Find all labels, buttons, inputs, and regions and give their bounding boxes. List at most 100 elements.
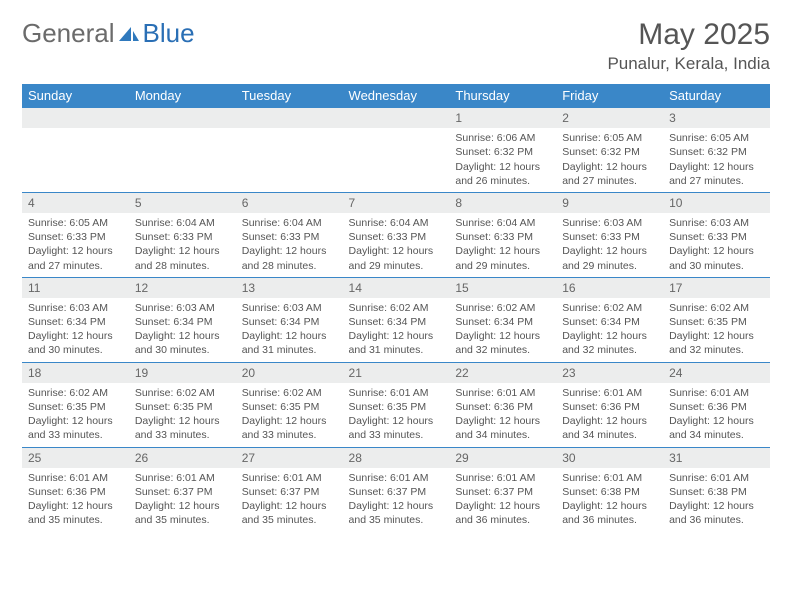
sunset-text: Sunset: 6:33 PM [455,230,550,244]
day-content-cell: Sunrise: 6:01 AMSunset: 6:38 PMDaylight:… [556,468,663,532]
sunset-text: Sunset: 6:34 PM [349,315,444,329]
day-number-cell: 18 [22,362,129,383]
day-content-row: Sunrise: 6:01 AMSunset: 6:36 PMDaylight:… [22,468,770,532]
day-number-cell: 14 [343,277,450,298]
day-number-cell: 2 [556,108,663,129]
sunset-text: Sunset: 6:35 PM [242,400,337,414]
day-number-row: 45678910 [22,192,770,213]
sunrise-text: Sunrise: 6:01 AM [349,386,444,400]
day-number-cell [129,108,236,129]
day-content-cell: Sunrise: 6:04 AMSunset: 6:33 PMDaylight:… [236,213,343,277]
sunrise-text: Sunrise: 6:01 AM [562,471,657,485]
day-number-row: 11121314151617 [22,277,770,298]
day-content-cell: Sunrise: 6:02 AMSunset: 6:35 PMDaylight:… [129,383,236,447]
daylight-text: Daylight: 12 hours and 36 minutes. [669,499,764,527]
day-content-cell: Sunrise: 6:01 AMSunset: 6:36 PMDaylight:… [22,468,129,532]
day-number-cell: 19 [129,362,236,383]
calendar-table: Sunday Monday Tuesday Wednesday Thursday… [22,84,770,531]
sunset-text: Sunset: 6:37 PM [455,485,550,499]
header: General Blue May 2025 Punalur, Kerala, I… [22,18,770,74]
daylight-text: Daylight: 12 hours and 33 minutes. [28,414,123,442]
day-number-cell: 3 [663,108,770,129]
page-title: May 2025 [607,18,770,52]
day-number-cell: 5 [129,192,236,213]
day-content-cell: Sunrise: 6:04 AMSunset: 6:33 PMDaylight:… [343,213,450,277]
sunrise-text: Sunrise: 6:01 AM [669,386,764,400]
day-number-cell: 11 [22,277,129,298]
sunrise-text: Sunrise: 6:02 AM [562,301,657,315]
day-content-cell: Sunrise: 6:01 AMSunset: 6:38 PMDaylight:… [663,468,770,532]
day-content-cell: Sunrise: 6:05 AMSunset: 6:32 PMDaylight:… [663,128,770,192]
logo-sail-icon [117,25,141,43]
day-content-row: Sunrise: 6:03 AMSunset: 6:34 PMDaylight:… [22,298,770,362]
sunrise-text: Sunrise: 6:06 AM [455,131,550,145]
title-block: May 2025 Punalur, Kerala, India [607,18,770,74]
daylight-text: Daylight: 12 hours and 27 minutes. [669,160,764,188]
day-number-cell: 23 [556,362,663,383]
weekday-header: Monday [129,84,236,108]
weekday-header: Tuesday [236,84,343,108]
daylight-text: Daylight: 12 hours and 27 minutes. [562,160,657,188]
day-content-cell: Sunrise: 6:03 AMSunset: 6:34 PMDaylight:… [236,298,343,362]
sunset-text: Sunset: 6:38 PM [562,485,657,499]
weekday-header: Sunday [22,84,129,108]
logo-text-general: General [22,18,115,49]
day-number-cell: 8 [449,192,556,213]
day-content-cell: Sunrise: 6:06 AMSunset: 6:32 PMDaylight:… [449,128,556,192]
day-content-cell: Sunrise: 6:02 AMSunset: 6:34 PMDaylight:… [449,298,556,362]
daylight-text: Daylight: 12 hours and 29 minutes. [349,244,444,272]
sunrise-text: Sunrise: 6:05 AM [669,131,764,145]
daylight-text: Daylight: 12 hours and 35 minutes. [28,499,123,527]
day-content-cell: Sunrise: 6:02 AMSunset: 6:35 PMDaylight:… [22,383,129,447]
day-content-cell: Sunrise: 6:03 AMSunset: 6:34 PMDaylight:… [129,298,236,362]
sunset-text: Sunset: 6:36 PM [562,400,657,414]
sunset-text: Sunset: 6:34 PM [562,315,657,329]
day-number-cell [343,108,450,129]
sunset-text: Sunset: 6:32 PM [455,145,550,159]
sunset-text: Sunset: 6:37 PM [349,485,444,499]
day-content-cell: Sunrise: 6:03 AMSunset: 6:34 PMDaylight:… [22,298,129,362]
sunset-text: Sunset: 6:36 PM [455,400,550,414]
sunset-text: Sunset: 6:37 PM [135,485,230,499]
daylight-text: Daylight: 12 hours and 29 minutes. [562,244,657,272]
logo: General Blue [22,18,195,49]
sunset-text: Sunset: 6:34 PM [242,315,337,329]
day-number-cell: 1 [449,108,556,129]
day-number-cell: 22 [449,362,556,383]
sunrise-text: Sunrise: 6:04 AM [349,216,444,230]
daylight-text: Daylight: 12 hours and 34 minutes. [455,414,550,442]
day-number-cell: 16 [556,277,663,298]
sunset-text: Sunset: 6:32 PM [562,145,657,159]
sunrise-text: Sunrise: 6:04 AM [242,216,337,230]
sunrise-text: Sunrise: 6:03 AM [242,301,337,315]
daylight-text: Daylight: 12 hours and 34 minutes. [562,414,657,442]
day-number-cell: 27 [236,447,343,468]
day-content-cell: Sunrise: 6:01 AMSunset: 6:37 PMDaylight:… [236,468,343,532]
location-subtitle: Punalur, Kerala, India [607,54,770,74]
sunrise-text: Sunrise: 6:01 AM [242,471,337,485]
sunset-text: Sunset: 6:35 PM [349,400,444,414]
sunrise-text: Sunrise: 6:04 AM [135,216,230,230]
sunset-text: Sunset: 6:37 PM [242,485,337,499]
weekday-header-row: Sunday Monday Tuesday Wednesday Thursday… [22,84,770,108]
day-content-cell [343,128,450,192]
sunrise-text: Sunrise: 6:01 AM [28,471,123,485]
day-content-cell: Sunrise: 6:02 AMSunset: 6:35 PMDaylight:… [236,383,343,447]
daylight-text: Daylight: 12 hours and 36 minutes. [455,499,550,527]
day-number-cell: 10 [663,192,770,213]
day-number-cell: 4 [22,192,129,213]
sunrise-text: Sunrise: 6:03 AM [669,216,764,230]
sunrise-text: Sunrise: 6:03 AM [28,301,123,315]
daylight-text: Daylight: 12 hours and 31 minutes. [242,329,337,357]
sunset-text: Sunset: 6:34 PM [455,315,550,329]
day-number-cell: 17 [663,277,770,298]
weekday-header: Friday [556,84,663,108]
sunrise-text: Sunrise: 6:02 AM [455,301,550,315]
sunrise-text: Sunrise: 6:01 AM [135,471,230,485]
daylight-text: Daylight: 12 hours and 29 minutes. [455,244,550,272]
sunset-text: Sunset: 6:33 PM [669,230,764,244]
weekday-header: Saturday [663,84,770,108]
daylight-text: Daylight: 12 hours and 32 minutes. [562,329,657,357]
sunset-text: Sunset: 6:36 PM [28,485,123,499]
day-content-cell: Sunrise: 6:03 AMSunset: 6:33 PMDaylight:… [556,213,663,277]
